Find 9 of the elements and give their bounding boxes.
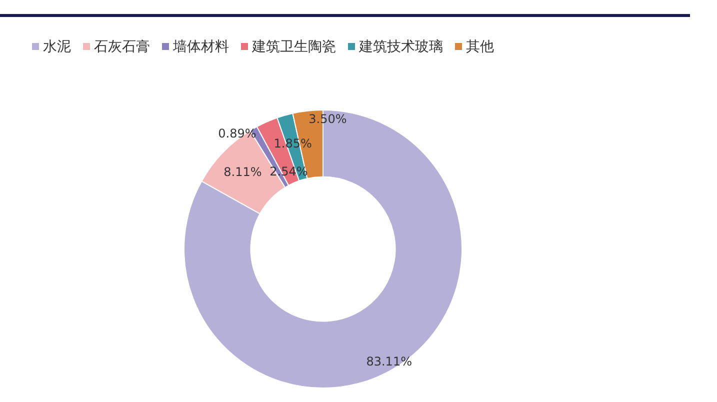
legend-label: 石灰石膏 — [94, 39, 150, 55]
legend-label: 水泥 — [43, 39, 71, 55]
legend-label: 建筑技术玻璃 — [358, 39, 443, 55]
donut-slice — [184, 110, 462, 388]
legend-label: 建筑卫生陶瓷 — [251, 39, 336, 55]
legend-label: 墙体材料 — [172, 39, 229, 55]
data-label: 83.11% — [366, 354, 412, 369]
legend-label: 其他 — [466, 39, 494, 55]
data-label: 8.11% — [224, 165, 262, 180]
